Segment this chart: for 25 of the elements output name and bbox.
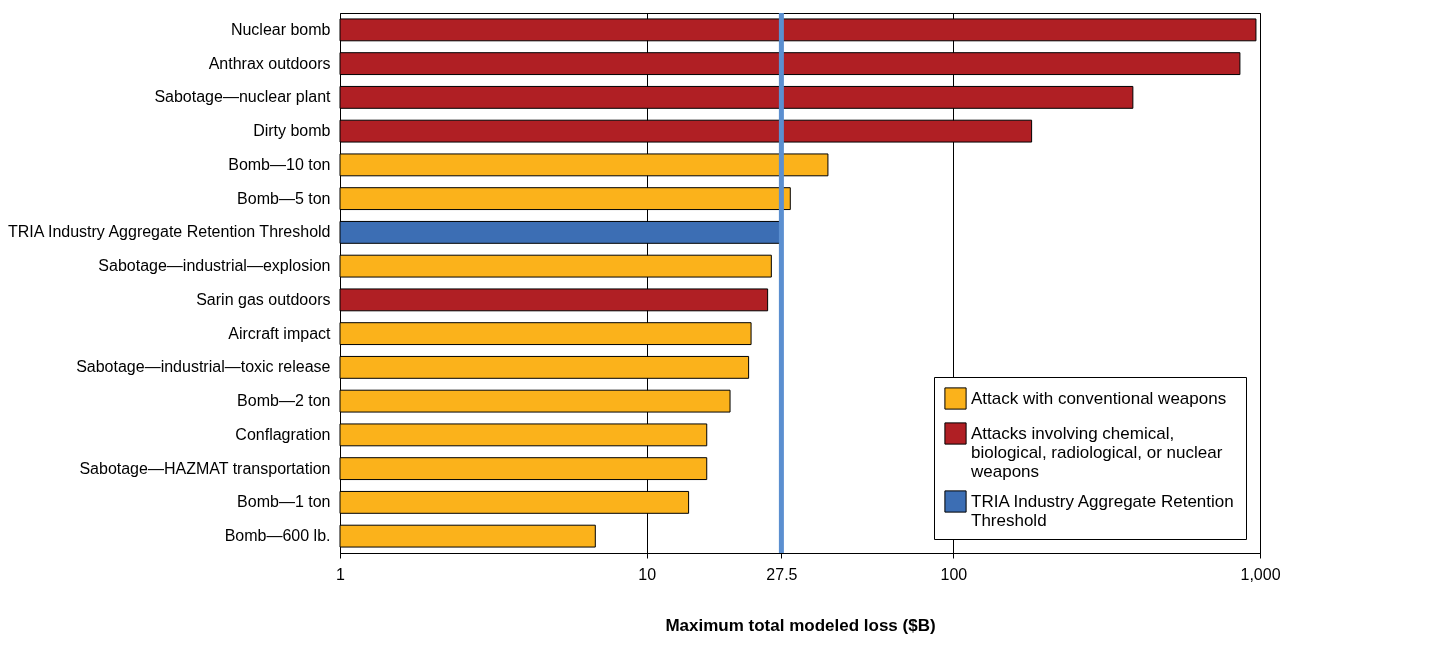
legend-label: Attacks involving chemical, biological, radiological, or nuclear weapons <box>970 423 1223 481</box>
y-tick-label: Bomb—5 ton <box>237 189 331 207</box>
y-tick-label: Anthrax outdoors <box>208 54 331 72</box>
y-tick-label: Bomb—1 ton <box>237 493 331 511</box>
y-tick-label: Nuclear bomb <box>230 20 331 38</box>
y-tick-label: Bomb—10 ton <box>228 155 331 173</box>
y-tick-label: Dirty bomb <box>253 122 331 140</box>
x-axis-title: Maximum total modeled loss ($B) <box>665 615 936 635</box>
y-tick-label: Conflagration <box>235 425 331 443</box>
y-tick-label: Sabotage—industrial—toxic release <box>76 358 331 376</box>
x-tick-label: 100 <box>940 565 968 583</box>
y-tick-label: Bomb—600 lb. <box>224 527 331 545</box>
y-tick-label: TRIA Industry Aggregate Retention Threshold <box>7 223 331 241</box>
y-tick-label: Sabotage—nuclear plant <box>154 88 332 106</box>
y-tick-label: Bomb—2 ton <box>237 392 331 410</box>
x-tick-label: 1 <box>336 565 346 583</box>
x-tick-label: 27.5 <box>766 565 798 583</box>
x-tick-label: 1,000 <box>1240 565 1281 583</box>
y-tick-label: Sabotage—industrial—explosion <box>98 257 331 275</box>
y-tick-label: Sarin gas outdoors <box>196 290 331 308</box>
y-tick-label: Sabotage—HAZMAT transportation <box>79 459 331 477</box>
legend-label: TRIA Industry Aggregate Retention Threshold <box>971 491 1234 530</box>
x-tick-label: 10 <box>638 565 657 583</box>
legend-label: Attack with conventional weapons <box>971 388 1227 408</box>
y-tick-label: Aircraft impact <box>228 324 332 342</box>
